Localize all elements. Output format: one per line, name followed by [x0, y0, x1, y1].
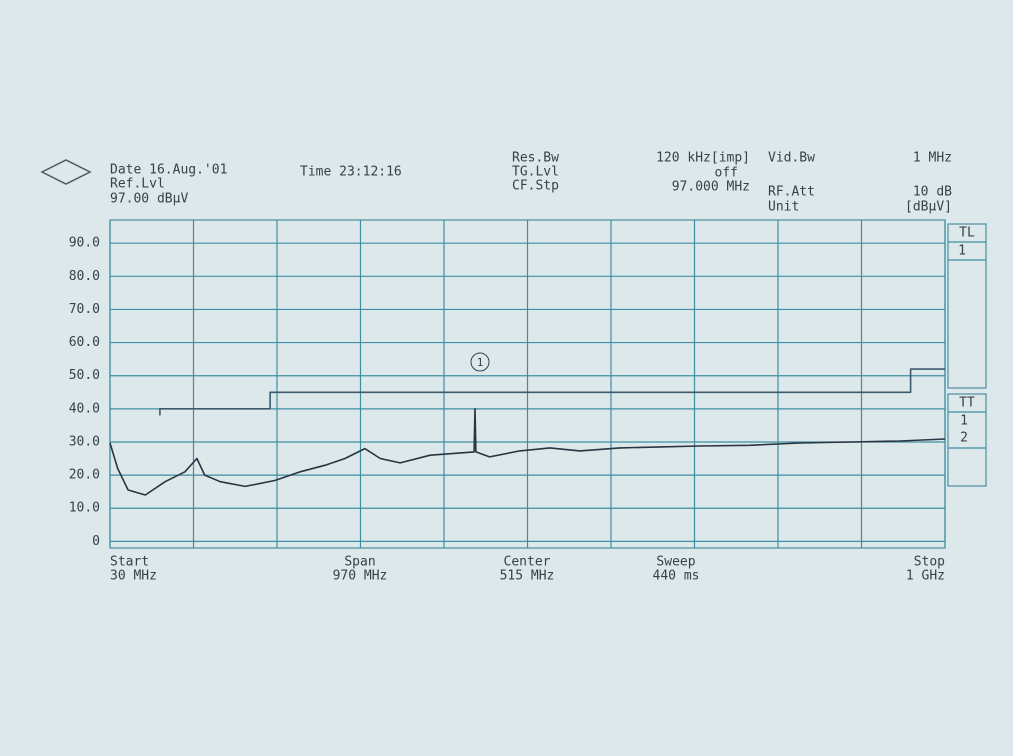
- tg-value: off: [715, 166, 738, 181]
- stop: Stop: [914, 555, 945, 570]
- start: Start: [110, 555, 149, 570]
- y-tick-label: 50.0: [69, 368, 100, 383]
- y-tick-label: 10.0: [69, 501, 100, 516]
- rf-att: RF.Att: [768, 185, 815, 200]
- sweep-value: 440 ms: [653, 569, 700, 584]
- y-tick-label: 30.0: [69, 434, 100, 449]
- tg-lvl: TG.Lvl: [512, 165, 559, 180]
- tl-1: 1: [958, 244, 966, 259]
- tt-2: 2: [960, 431, 968, 446]
- tt-box: [947, 393, 987, 487]
- y-tick-label: 90.0: [69, 236, 100, 251]
- res-bw: Res.Bw: [512, 151, 559, 166]
- y-tick-label: 0: [92, 534, 100, 549]
- rf-value: 10 dB: [913, 185, 952, 200]
- unit-value: [dBµV]: [905, 200, 952, 215]
- stop-value: 1 GHz: [906, 569, 945, 584]
- ref-lvl: Ref.Lvl: [110, 177, 165, 192]
- time: Time 23:12:16: [300, 165, 402, 180]
- center-value: 515 MHz: [500, 569, 555, 584]
- unit: Unit: [768, 200, 799, 215]
- date: Date 16.Aug.'01: [110, 163, 227, 178]
- y-tick-label: 70.0: [69, 302, 100, 317]
- annotation: 1: [477, 356, 484, 369]
- y-tick-label: 20.0: [69, 468, 100, 483]
- center: Center: [504, 555, 551, 570]
- vid-value: 1 MHz: [913, 151, 952, 166]
- logo: [40, 159, 92, 185]
- sweep: Sweep: [656, 555, 695, 570]
- y-tick-label: 40.0: [69, 401, 100, 416]
- y-tick-label: 60.0: [69, 335, 100, 350]
- cf-value: 97.000 MHz: [672, 180, 750, 195]
- tl-label: TL: [959, 226, 975, 241]
- trace: [159, 368, 945, 416]
- res-bw-value: 120 kHz[imp]: [656, 151, 750, 166]
- tt-1: 1: [960, 414, 968, 429]
- tl-box: [947, 223, 987, 389]
- trace: [109, 408, 946, 496]
- ref-value: 97.00 dBµV: [110, 192, 188, 207]
- span-value: 970 MHz: [333, 569, 388, 584]
- tt-label: TT: [959, 396, 975, 411]
- y-tick-label: 80.0: [69, 269, 100, 284]
- vid-bw: Vid.Bw: [768, 151, 815, 166]
- start-value: 30 MHz: [110, 569, 157, 584]
- span: Span: [344, 555, 375, 570]
- annotation-circle: [470, 352, 490, 372]
- cf-stp: CF.Stp: [512, 179, 559, 194]
- side-panel: [947, 223, 987, 487]
